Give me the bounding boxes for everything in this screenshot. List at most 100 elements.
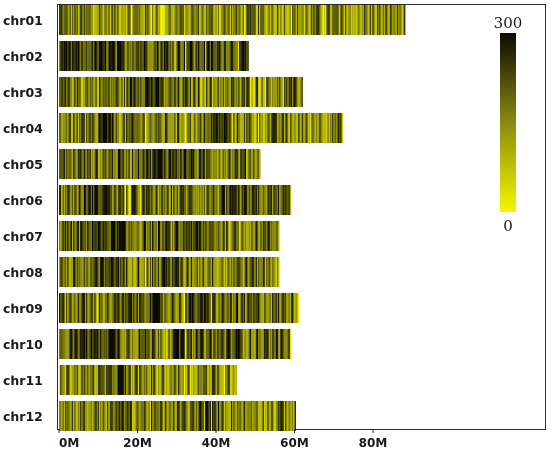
density-stripe xyxy=(274,185,276,215)
density-stripe xyxy=(221,77,223,107)
density-stripe xyxy=(156,5,159,35)
density-stripe xyxy=(139,185,141,215)
density-stripe xyxy=(265,257,267,287)
density-stripe xyxy=(235,185,238,215)
density-stripe xyxy=(68,329,70,359)
density-stripe xyxy=(243,41,246,71)
density-stripe xyxy=(302,5,305,35)
density-stripe xyxy=(268,221,271,251)
density-stripe xyxy=(91,257,94,287)
density-stripe xyxy=(88,257,90,287)
density-stripe xyxy=(64,5,67,35)
density-stripe xyxy=(386,5,388,35)
density-stripe xyxy=(186,185,188,215)
density-stripe xyxy=(268,77,271,107)
chromosome-bar xyxy=(59,113,344,143)
density-stripe xyxy=(176,185,179,215)
density-stripe xyxy=(154,293,156,323)
density-stripe xyxy=(252,221,254,251)
density-stripe xyxy=(74,221,76,251)
density-stripe xyxy=(155,77,157,107)
density-stripe xyxy=(269,77,272,107)
density-stripe xyxy=(87,257,89,287)
density-stripe xyxy=(62,221,64,251)
density-stripe xyxy=(285,77,287,107)
density-stripe xyxy=(148,41,150,71)
density-stripe xyxy=(174,401,176,431)
density-stripe xyxy=(283,77,286,107)
density-stripe xyxy=(127,365,129,395)
density-stripe xyxy=(201,329,203,359)
density-stripe xyxy=(173,185,175,215)
density-stripe xyxy=(126,401,128,431)
density-stripe xyxy=(174,149,176,179)
density-stripe xyxy=(99,401,101,431)
density-stripe xyxy=(188,113,190,143)
density-stripe xyxy=(66,41,68,71)
density-stripe xyxy=(126,41,128,71)
density-stripe xyxy=(168,365,170,395)
density-stripe xyxy=(183,329,186,359)
density-stripe xyxy=(149,221,152,251)
density-stripe xyxy=(237,77,240,107)
density-stripe xyxy=(215,329,218,359)
x-tick-label: 20M xyxy=(123,436,152,450)
density-stripe xyxy=(175,221,177,251)
density-stripe xyxy=(135,149,137,179)
density-stripe xyxy=(133,41,135,71)
density-stripe xyxy=(159,5,161,35)
density-stripe xyxy=(136,257,139,287)
density-stripe xyxy=(119,113,121,143)
density-stripe xyxy=(322,5,325,35)
density-stripe xyxy=(155,365,157,395)
density-stripe xyxy=(237,41,240,71)
density-stripe xyxy=(162,329,165,359)
density-stripe xyxy=(141,77,143,107)
density-stripe xyxy=(176,41,179,71)
density-stripe xyxy=(283,401,286,431)
density-stripe xyxy=(149,149,152,179)
density-stripe xyxy=(256,113,259,143)
density-stripe xyxy=(205,185,207,215)
density-stripe xyxy=(156,185,159,215)
density-stripe xyxy=(147,41,149,71)
density-stripe xyxy=(262,257,265,287)
density-stripe xyxy=(223,41,226,71)
density-stripe xyxy=(113,293,115,323)
density-stripe xyxy=(88,293,90,323)
density-stripe xyxy=(73,401,75,431)
density-stripe xyxy=(104,365,107,395)
density-stripe xyxy=(250,149,253,179)
density-stripe xyxy=(168,293,170,323)
density-stripe xyxy=(154,41,156,71)
density-stripe xyxy=(102,401,104,431)
density-stripe xyxy=(146,149,148,179)
chromosome-label: chr11 xyxy=(3,373,43,388)
density-stripe xyxy=(286,185,288,215)
density-stripe xyxy=(285,185,287,215)
density-stripe xyxy=(108,41,110,71)
density-stripe xyxy=(233,329,235,359)
density-stripe xyxy=(81,293,83,323)
density-stripe xyxy=(114,293,116,323)
density-stripe xyxy=(226,149,228,179)
density-stripe xyxy=(210,401,213,431)
density-stripe xyxy=(169,401,172,431)
density-stripe xyxy=(116,221,119,251)
density-stripe xyxy=(153,77,155,107)
density-stripe xyxy=(236,329,239,359)
density-stripe xyxy=(235,401,238,431)
density-stripe xyxy=(207,113,209,143)
density-stripe xyxy=(175,185,177,215)
density-stripe xyxy=(119,185,121,215)
density-stripe xyxy=(121,401,123,431)
density-stripe xyxy=(153,41,155,71)
density-stripe xyxy=(184,5,187,35)
density-stripe xyxy=(280,329,282,359)
density-stripe xyxy=(282,329,285,359)
density-stripe xyxy=(294,401,296,431)
density-stripe xyxy=(76,77,79,107)
density-stripe xyxy=(236,149,239,179)
density-stripe xyxy=(140,5,142,35)
density-stripe xyxy=(66,365,68,395)
